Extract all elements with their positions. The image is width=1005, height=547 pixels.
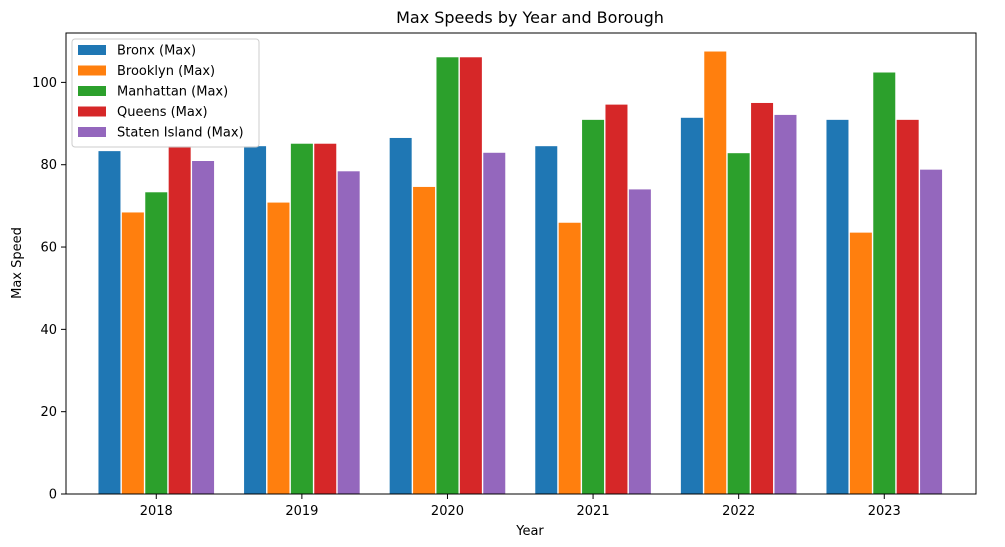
bar-2018-series-3	[168, 146, 191, 494]
bar-2020-series-0	[389, 137, 412, 494]
bar-2018-series-1	[121, 212, 144, 494]
x-tick-label: 2020	[431, 504, 464, 519]
legend-swatch	[78, 45, 106, 55]
legend-swatch	[78, 127, 106, 137]
bar-2019-series-1	[267, 202, 290, 494]
bar-2023-series-1	[849, 232, 872, 494]
bar-2023-series-2	[873, 72, 896, 494]
x-tick-label: 2018	[140, 504, 173, 519]
bar-2020-series-2	[436, 57, 459, 494]
bar-2020-series-3	[459, 57, 482, 494]
bar-2021-series-0	[535, 146, 558, 494]
bars-group	[98, 51, 943, 495]
bar-2022-series-3	[751, 102, 774, 494]
legend-label: Bronx (Max)	[117, 44, 196, 59]
y-axis-label: Max Speed	[10, 227, 25, 299]
legend-label: Manhattan (Max)	[117, 85, 228, 100]
bar-2022-series-4	[774, 114, 797, 494]
y-tick-label: 100	[32, 76, 57, 91]
bar-2019-series-3	[314, 143, 337, 494]
bar-2019-series-2	[290, 143, 313, 494]
legend-swatch	[78, 86, 106, 96]
bar-2020-series-1	[413, 186, 436, 494]
plot-frame	[65, 32, 977, 495]
x-tick-label: 2022	[722, 504, 755, 519]
bar-2019-series-0	[244, 146, 267, 494]
bar-2023-series-0	[826, 119, 849, 494]
bar-2021-series-4	[628, 189, 651, 494]
y-axis: 0 20 40 60 80 100	[32, 76, 66, 503]
bar-2021-series-3	[605, 104, 628, 495]
bar-2023-series-3	[896, 119, 919, 494]
bar-2022-series-0	[680, 117, 703, 494]
y-tick-label: 80	[40, 158, 57, 173]
bar-2018-series-2	[145, 192, 168, 495]
legend: Bronx (Max) Brooklyn (Max) Manhattan (Max)…	[71, 38, 260, 148]
x-axis: 2018 2019 2020 2021 2022 2023	[140, 494, 901, 519]
bar-2020-series-4	[483, 152, 506, 494]
bar-2018-series-4	[192, 161, 215, 494]
chart-title: Max Speeds by Year and Borough	[396, 8, 664, 27]
bar-2018-series-0	[98, 151, 121, 494]
bar-2023-series-4	[920, 169, 943, 494]
legend-box	[71, 38, 260, 148]
x-tick-label: 2023	[868, 504, 901, 519]
y-tick-label: 60	[40, 241, 57, 256]
x-tick-label: 2019	[285, 504, 318, 519]
legend-label: Queens (Max)	[117, 105, 208, 120]
x-tick-label: 2021	[577, 504, 610, 519]
y-tick-label: 0	[49, 488, 57, 503]
bar-2021-series-1	[558, 222, 581, 494]
legend-swatch	[78, 106, 106, 117]
y-tick-label: 40	[40, 323, 57, 338]
legend-swatch	[78, 65, 106, 76]
legend-label: Brooklyn (Max)	[117, 64, 215, 79]
x-axis-label: Year	[515, 524, 544, 539]
y-tick-label: 20	[40, 405, 57, 420]
bar-2022-series-2	[727, 153, 750, 494]
bar-2021-series-2	[582, 119, 605, 494]
bar-2019-series-4	[337, 171, 360, 495]
bar-2022-series-1	[704, 51, 727, 495]
legend-label: Staten Island (Max)	[117, 126, 244, 141]
